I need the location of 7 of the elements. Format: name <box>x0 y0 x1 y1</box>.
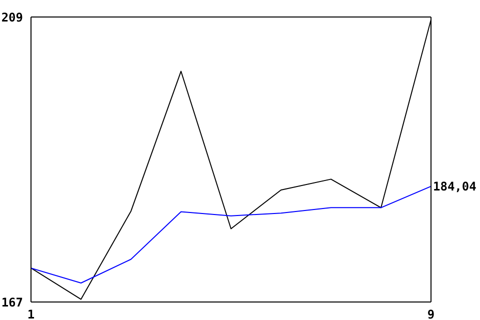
line-series <box>31 19 431 300</box>
line-series <box>31 186 431 284</box>
x-tick-label: 9 <box>427 308 435 320</box>
y-tick-label: 167 <box>1 295 23 310</box>
annotation: 184,04 <box>433 180 476 194</box>
x-tick-label: 1 <box>27 308 35 320</box>
y-tick-label: 209 <box>1 10 23 24</box>
